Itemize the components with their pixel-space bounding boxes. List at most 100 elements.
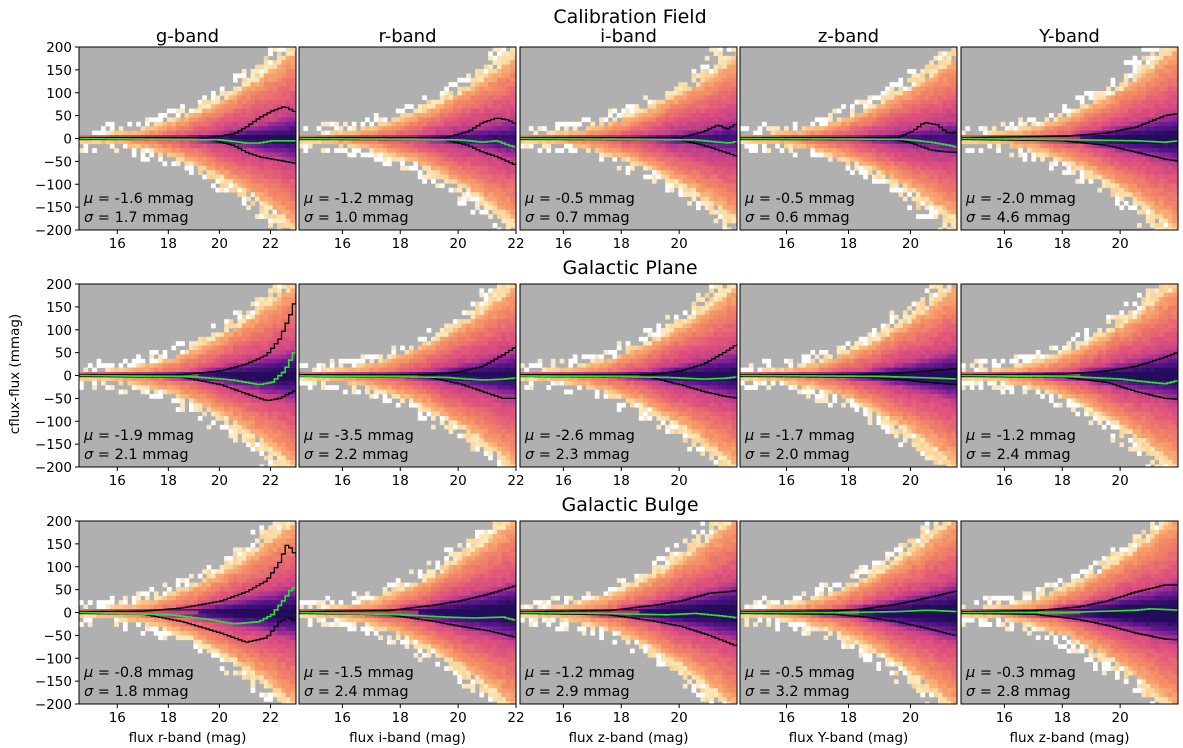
- sigma-annotation: σ = 2.3 mmag: [525, 447, 630, 463]
- median-line: [520, 375, 737, 380]
- x-tick-label: 20: [450, 473, 467, 489]
- x-tick-label: 16: [778, 473, 795, 489]
- x-tick-label: 18: [392, 473, 409, 489]
- x-tick-label: 16: [109, 710, 126, 726]
- median-line: [299, 375, 516, 381]
- x-axis-label: flux z-band (mag): [1009, 730, 1129, 746]
- median-line: [961, 608, 1178, 614]
- density-heatmap: [79, 284, 296, 467]
- panel-frame: [960, 46, 1179, 231]
- upper-percentile-line: [299, 345, 516, 376]
- x-tick-label: 20: [450, 236, 467, 252]
- median-line: [299, 611, 516, 621]
- x-tick-label: 20: [671, 473, 688, 489]
- mu-annotation: μ = -0.3 mmag: [965, 665, 1076, 681]
- sigma-annotation: σ = 2.8 mmag: [966, 684, 1071, 700]
- lower-percentile-line: [740, 612, 957, 637]
- density-heatmap: [961, 47, 1178, 230]
- x-tick-label: 20: [671, 710, 688, 726]
- upper-percentile-line: [961, 351, 1178, 376]
- y-tick-label: −50: [44, 391, 73, 407]
- y-tick-label: −150: [35, 437, 72, 453]
- band-title: i-band: [600, 26, 657, 47]
- median-line: [961, 374, 1178, 385]
- density-heatmap: [299, 284, 516, 467]
- upper-percentile-line: [740, 368, 957, 376]
- x-tick-label: 22: [262, 473, 279, 489]
- y-tick-label: 0: [63, 369, 72, 385]
- y-tick-label: 150: [46, 300, 72, 316]
- y-tick-label: 50: [55, 583, 72, 599]
- upper-percentile-line: [299, 117, 516, 139]
- sigma-annotation: σ = 2.2 mmag: [304, 447, 409, 463]
- panel-galactic-plane-g-band: [75, 283, 297, 471]
- mu-annotation: μ = -1.7 mmag: [744, 428, 855, 444]
- mu-annotation: μ = -0.8 mmag: [83, 665, 194, 681]
- x-tick-label: 22: [262, 236, 279, 252]
- density-heatmap: [740, 521, 957, 704]
- panel-calibration-field-z-band: [739, 46, 958, 234]
- sigma-annotation: σ = 2.4 mmag: [304, 684, 409, 700]
- y-tick-label: −200: [35, 460, 72, 476]
- panel-frame: [519, 520, 738, 705]
- panel-frame: [519, 283, 738, 468]
- sigma-annotation: σ = 2.0 mmag: [745, 447, 850, 463]
- panel-galactic-plane-r-band: [298, 283, 517, 471]
- panel-galactic-plane-Y-band: [960, 283, 1179, 471]
- mu-annotation: μ = -1.6 mmag: [83, 191, 194, 207]
- x-tick-label: 16: [334, 473, 351, 489]
- sigma-annotation: σ = 1.8 mmag: [84, 684, 189, 700]
- x-tick-label: 20: [211, 710, 228, 726]
- upper-percentile-line: [79, 293, 296, 376]
- x-axis-label: flux r-band (mag): [129, 730, 247, 746]
- x-tick-label: 20: [211, 236, 228, 252]
- x-tick-label: 20: [1112, 710, 1129, 726]
- x-tick-label: 18: [613, 473, 630, 489]
- median-line: [79, 137, 296, 144]
- x-tick-label: 18: [160, 473, 177, 489]
- median-line: [520, 611, 737, 619]
- density-heatmap: [299, 521, 516, 704]
- x-tick-label: 16: [996, 236, 1013, 252]
- y-tick-label: 150: [46, 63, 72, 79]
- sigma-annotation: σ = 1.7 mmag: [84, 210, 189, 226]
- y-tick-label: −200: [35, 223, 72, 239]
- y-tick-label: −50: [44, 628, 73, 644]
- y-tick-label: −150: [35, 674, 72, 690]
- lower-percentile-line: [961, 375, 1178, 400]
- upper-percentile-line: [520, 122, 737, 139]
- median-line: [79, 587, 296, 625]
- mu-annotation: μ = -0.5 mmag: [744, 665, 855, 681]
- x-tick-label: 18: [840, 236, 857, 252]
- x-tick-label: 16: [334, 710, 351, 726]
- density-heatmap: [961, 521, 1178, 704]
- y-axis-label: cflux-flux (mmag): [7, 314, 23, 434]
- y-tick-label: 100: [46, 86, 72, 102]
- x-tick-label: 18: [1054, 710, 1071, 726]
- x-tick-label: 18: [160, 710, 177, 726]
- panel-frame: [298, 46, 517, 231]
- panel-galactic-bulge-i-band: [519, 520, 738, 708]
- median-line: [961, 137, 1178, 143]
- upper-percentile-line: [961, 113, 1178, 139]
- panel-frame: [960, 520, 1179, 705]
- upper-percentile-line: [520, 590, 737, 613]
- upper-percentile-line: [961, 584, 1178, 613]
- panel-frame: [298, 520, 517, 705]
- x-tick-label: 20: [902, 236, 919, 252]
- y-tick-label: 50: [55, 109, 72, 125]
- y-tick-label: −150: [35, 200, 72, 216]
- x-tick-label: 16: [555, 236, 572, 252]
- panel-galactic-plane-i-band: [519, 283, 738, 471]
- x-tick-label: 22: [262, 710, 279, 726]
- sigma-annotation: σ = 2.9 mmag: [525, 684, 630, 700]
- y-tick-label: 200: [46, 40, 72, 56]
- sigma-annotation: σ = 3.2 mmag: [745, 684, 850, 700]
- upper-percentile-line: [740, 590, 957, 613]
- row-title: Galactic Plane: [562, 257, 697, 279]
- x-tick-label: 18: [613, 710, 630, 726]
- median-line: [740, 374, 957, 380]
- upper-percentile-line: [79, 106, 296, 139]
- x-tick-label: 16: [555, 710, 572, 726]
